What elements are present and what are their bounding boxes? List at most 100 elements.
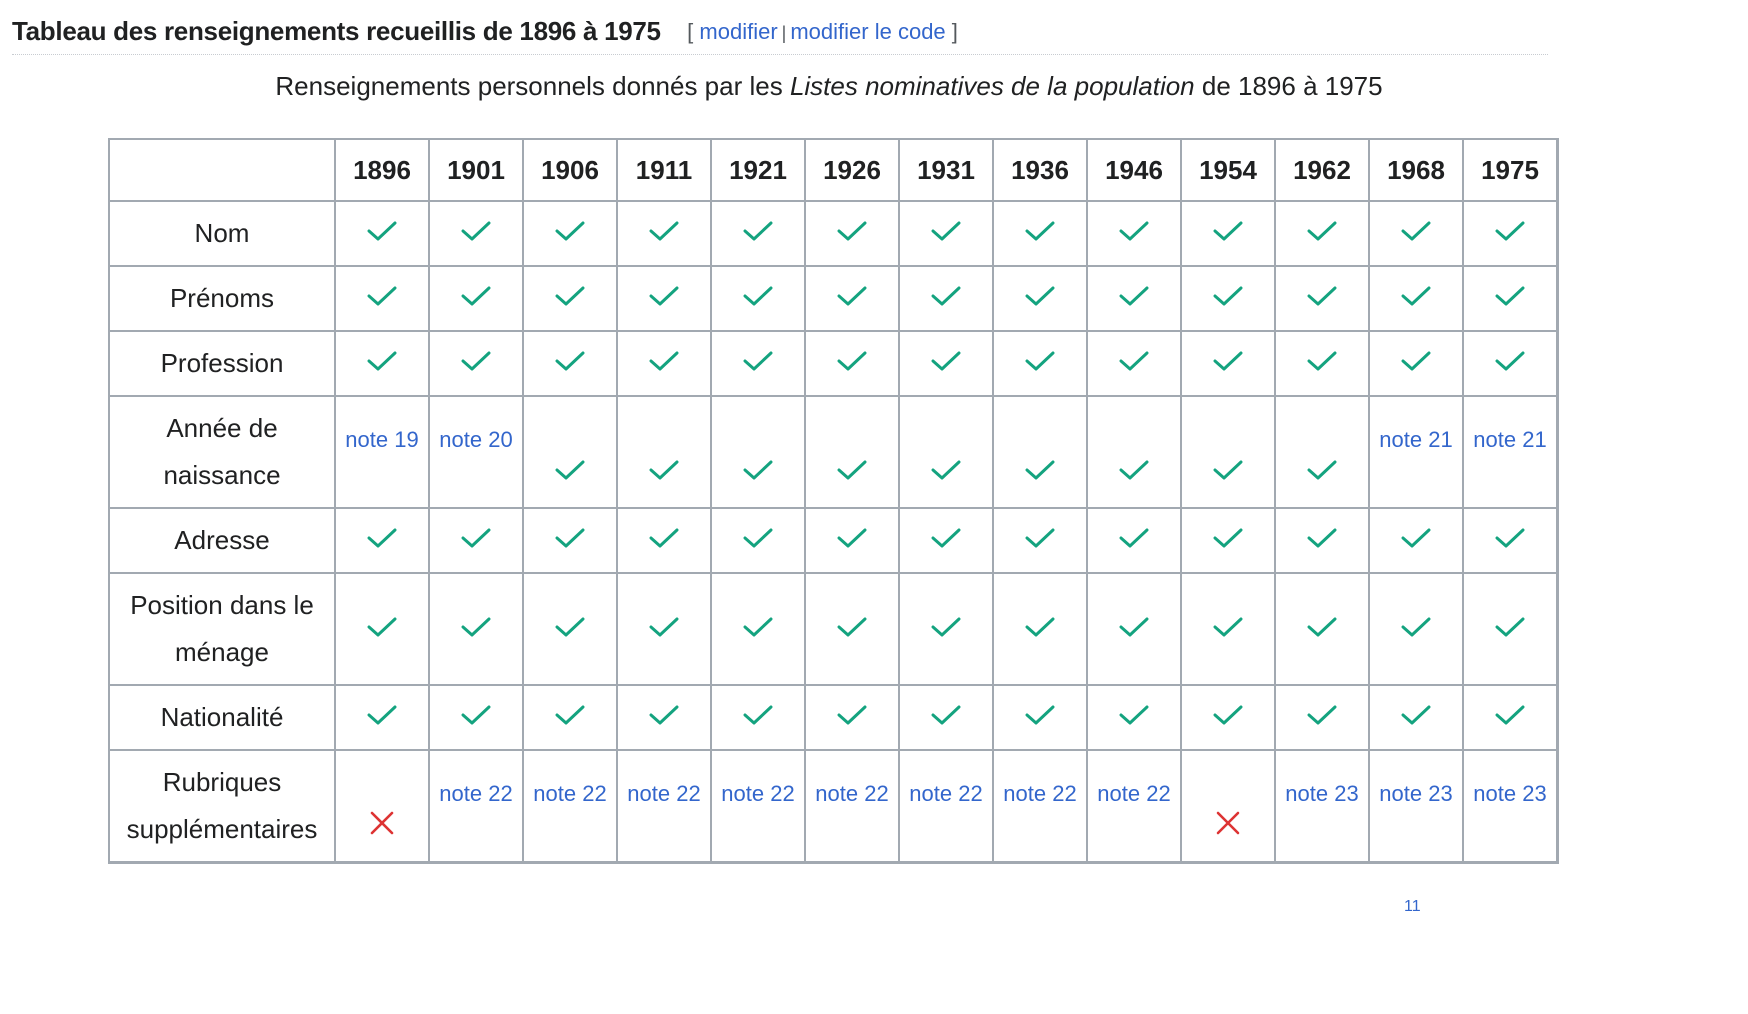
note-link[interactable]: note 23 [1473, 781, 1547, 806]
cell-1906: note 22 [522, 749, 618, 864]
cell-1901 [428, 572, 524, 686]
cell-1954 [1180, 507, 1276, 574]
note-link[interactable]: note 22 [721, 781, 795, 806]
cell-1926 [804, 395, 900, 509]
note-link[interactable]: note 22 [1003, 781, 1077, 806]
year-header-1901: 1901 [428, 138, 524, 202]
check-icon [931, 218, 961, 241]
row-label: Rubriques supplémentaires [108, 749, 336, 864]
cell-1936 [992, 265, 1088, 332]
year-header-1896: 1896 [334, 138, 430, 202]
cell-1975 [1462, 507, 1559, 574]
cell-1968 [1368, 507, 1464, 574]
check-icon [1213, 348, 1243, 371]
header-row: 1896 1901 1906 1911 1921 1926 1931 1936 1946 1954… [108, 138, 1559, 202]
cell-1906 [522, 200, 618, 267]
row-label: Nationalité [108, 684, 336, 751]
check-icon [1401, 702, 1431, 725]
check-icon [1025, 702, 1055, 725]
check-icon [931, 702, 961, 725]
cell-1921 [710, 330, 806, 397]
cell-1911: note 22 [616, 749, 712, 864]
check-icon [1119, 525, 1149, 548]
check-icon [1307, 702, 1337, 725]
check-icon [461, 348, 491, 371]
note-link[interactable]: note 22 [815, 781, 889, 806]
cell-1921 [710, 572, 806, 686]
check-icon [1495, 283, 1525, 306]
cell-1921 [710, 265, 806, 332]
note-link[interactable]: note 22 [533, 781, 607, 806]
check-icon [837, 614, 867, 636]
check-icon [1401, 218, 1431, 241]
cell-1968: note 21 [1368, 395, 1464, 509]
cell-1954 [1180, 572, 1276, 686]
check-icon [1307, 457, 1337, 479]
note-link[interactable]: note 21 [1379, 427, 1453, 452]
cell-1896: note 19 [334, 395, 430, 509]
check-icon [1025, 348, 1055, 371]
note-link[interactable]: note 23 [1285, 781, 1359, 806]
cell-1946 [1086, 330, 1182, 397]
cell-1911 [616, 395, 712, 509]
note-link[interactable]: note 20 [439, 427, 513, 452]
cell-1926 [804, 200, 900, 267]
check-icon [555, 614, 585, 636]
check-icon [743, 614, 773, 636]
cell-1962: note 23 [1274, 749, 1370, 864]
cell-1936 [992, 507, 1088, 574]
check-icon [1401, 525, 1431, 548]
check-icon [1495, 525, 1525, 548]
edit-code-link[interactable]: modifier le code [790, 19, 946, 44]
cell-1931 [898, 395, 994, 509]
bracket-open: [ [687, 19, 694, 44]
section-title: Tableau des renseignements recueillis de… [12, 16, 661, 46]
check-icon [1401, 348, 1431, 371]
check-icon [1119, 457, 1149, 479]
cell-1926 [804, 265, 900, 332]
note-link[interactable]: note 22 [909, 781, 983, 806]
corner-cell [108, 138, 336, 202]
check-icon [1401, 283, 1431, 306]
footnote-fragment[interactable]: 11 [1404, 900, 1421, 914]
cell-1962 [1274, 200, 1370, 267]
year-header-1911: 1911 [616, 138, 712, 202]
year-header-1936: 1936 [992, 138, 1088, 202]
note-link[interactable]: note 19 [345, 427, 419, 452]
check-icon [555, 525, 585, 548]
check-icon [367, 614, 397, 636]
cell-1911 [616, 265, 712, 332]
check-icon [931, 283, 961, 306]
section-heading: Tableau des renseignements recueillis de… [12, 12, 1548, 55]
check-icon [743, 348, 773, 371]
cell-1911 [616, 507, 712, 574]
cell-1906 [522, 395, 618, 509]
row-label: Prénoms [108, 265, 336, 332]
note-link[interactable]: note 21 [1473, 427, 1547, 452]
cell-1926: note 22 [804, 749, 900, 864]
cell-1896 [334, 330, 430, 397]
check-icon [461, 525, 491, 548]
check-icon [1119, 614, 1149, 636]
year-header-1954: 1954 [1180, 138, 1276, 202]
cell-1975 [1462, 265, 1559, 332]
cell-1896 [334, 200, 430, 267]
year-header-1906: 1906 [522, 138, 618, 202]
cell-1931 [898, 684, 994, 751]
note-link[interactable]: note 23 [1379, 781, 1453, 806]
check-icon [931, 525, 961, 548]
row-label: Adresse [108, 507, 336, 574]
check-icon [743, 218, 773, 241]
cell-1954 [1180, 684, 1276, 751]
check-icon [649, 218, 679, 241]
note-link[interactable]: note 22 [1097, 781, 1171, 806]
note-link[interactable]: note 22 [439, 781, 513, 806]
table-row: Adresse [108, 507, 1559, 574]
note-link[interactable]: note 22 [627, 781, 701, 806]
cell-1906 [522, 572, 618, 686]
edit-link[interactable]: modifier [699, 19, 778, 44]
cell-1936 [992, 684, 1088, 751]
cell-1921: note 22 [710, 749, 806, 864]
cell-1954 [1180, 265, 1276, 332]
cell-1975 [1462, 684, 1559, 751]
